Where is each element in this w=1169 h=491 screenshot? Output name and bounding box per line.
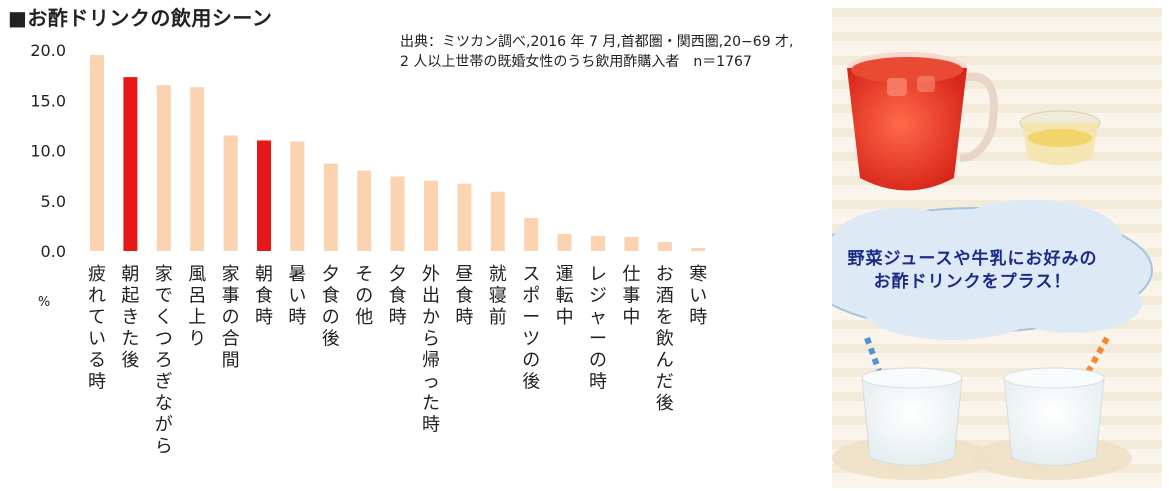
- y-tick-label: 10.0: [30, 142, 66, 161]
- bubble-text: 野菜ジュースや牛乳にお好みの お酢ドリンクをプラス！: [800, 248, 1145, 294]
- speech-bubble: [832, 200, 1153, 340]
- x-tick-label: 朝起きた後: [121, 264, 139, 371]
- bar: [223, 135, 238, 251]
- x-tick-label: 風呂上り: [188, 264, 206, 350]
- source-line-1: 出典：ミツカン調べ,2016 年 7 月,首都圏・関西圏,20−69 才,: [400, 34, 794, 50]
- y-tick-label: 5.0: [41, 192, 66, 211]
- x-tick-label: 夕食時: [389, 264, 407, 328]
- bar: [624, 236, 639, 251]
- bar: [156, 85, 171, 251]
- bar: [457, 183, 472, 251]
- bars: [90, 55, 706, 252]
- bar-chart: 0.0 5.0 10.0 15.0 20.0% 疲れている時朝起きた後家でくつろぎながら…: [30, 41, 707, 457]
- y-tick-label: 20.0: [30, 41, 66, 60]
- bubble-line-2: お酢ドリンクをプラス！: [873, 272, 1072, 292]
- bar: [190, 87, 205, 251]
- y-tick-label: 0.0: [41, 242, 66, 261]
- x-tick-label: 家でくつろぎながら: [155, 264, 173, 457]
- x-axis-labels: 疲れている時朝起きた後家でくつろぎながら風呂上り家事の合間朝食時暑い時夕食の後そ…: [88, 264, 707, 457]
- x-tick-label: 仕事中: [622, 264, 640, 328]
- x-tick-label: 朝食時: [255, 264, 273, 328]
- y-tick-label: 15.0: [30, 91, 66, 110]
- x-tick-label: 家事の合間: [222, 264, 240, 371]
- bar: [323, 163, 338, 251]
- bar: [123, 77, 138, 251]
- tomato-juice-glass: [847, 52, 998, 191]
- x-tick-label: お酒を飲んだ後: [656, 264, 674, 414]
- bar: [90, 55, 104, 252]
- bubble-line-1: 野菜ジュースや牛乳にお好みの: [847, 249, 1098, 269]
- x-tick-label: 運転中: [556, 264, 574, 328]
- source-line-2: 2 人以上世帯の既婚女性のうち飲用酢購入者 n＝1767: [400, 54, 752, 70]
- y-axis: 0.0 5.0 10.0 15.0 20.0%: [30, 41, 66, 310]
- bar: [424, 180, 438, 251]
- bar: [390, 176, 405, 251]
- milk-glasses: [861, 367, 1105, 466]
- x-tick-label: 暑い時: [288, 264, 306, 328]
- x-tick-label: その他: [355, 264, 373, 328]
- bar: [357, 170, 372, 251]
- bar: [591, 235, 605, 251]
- source-note: 出典：ミツカン調べ,2016 年 7 月,首都圏・関西圏,20−69 才, 2 …: [400, 32, 794, 72]
- bar: [691, 247, 706, 251]
- bar: [557, 233, 572, 251]
- x-tick-label: 昼食時: [455, 264, 473, 328]
- bar: [657, 241, 672, 251]
- bar: [290, 141, 305, 251]
- x-tick-label: 就寝前: [489, 264, 507, 328]
- chart-title: ■お酢ドリンクの飲用シーン: [8, 6, 273, 30]
- x-tick-label: 疲れている時: [88, 264, 106, 393]
- y-axis-unit: %: [38, 295, 50, 310]
- bar: [490, 191, 505, 251]
- x-tick-label: 寒い時: [689, 264, 707, 328]
- bar: [524, 217, 539, 251]
- x-tick-label: スポーツの後: [522, 264, 540, 393]
- bar: [257, 140, 271, 251]
- x-tick-label: 外出から帰った時: [422, 264, 440, 436]
- x-tick-label: 夕食の後: [322, 264, 340, 350]
- x-tick-label: レジャーの時: [589, 264, 607, 393]
- vinegar-glass: [1019, 110, 1101, 166]
- drink-photo: [832, 8, 1162, 488]
